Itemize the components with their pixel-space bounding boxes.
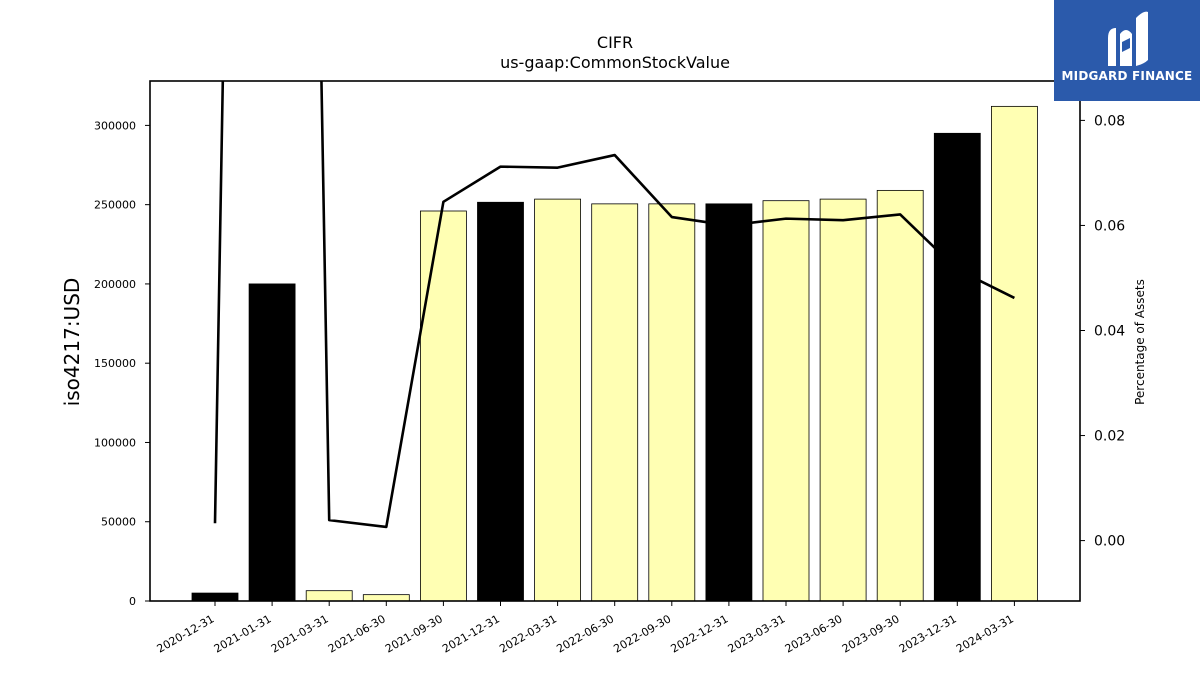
line-layer	[213, 81, 1015, 529]
bar-2020-12-31	[191, 592, 239, 602]
bar-2023-09-30	[876, 189, 924, 602]
y2-tick-label: 0.02	[1094, 429, 1125, 445]
y2-axis-label: Percentage of Assets	[1133, 279, 1147, 405]
x-tick-label: 2021-12-31	[440, 612, 502, 655]
brand-logo: MIDGARD FINANCE	[1054, 0, 1200, 101]
x-tick-label: 2022-09-30	[611, 612, 673, 655]
x-tick-label: 2021-09-30	[383, 612, 445, 655]
y2-tick-label: 0.04	[1094, 323, 1125, 339]
bar-2021-06-30	[362, 594, 410, 602]
y-tick-label: 0	[129, 595, 136, 608]
bar-2023-06-30	[819, 198, 867, 602]
bar-2022-03-31	[534, 198, 581, 602]
bar-2021-01-31	[248, 283, 296, 602]
y-tick-label: 200000	[94, 278, 136, 291]
x-tick-label: 2023-06-30	[783, 612, 845, 655]
chart-subtitle: us-gaap:CommonStockValue	[500, 53, 730, 72]
y-tick-label: 300000	[94, 119, 136, 132]
bar-2021-03-31	[305, 590, 353, 602]
logo-text: MIDGARD FINANCE	[1061, 69, 1193, 83]
chart-title: CIFR	[597, 33, 633, 52]
x-tick-label: 2022-06-30	[554, 612, 616, 655]
bar-2022-09-30	[648, 203, 696, 602]
pct-of-assets-line	[213, 81, 1015, 529]
bar-2021-12-31	[477, 201, 524, 602]
x-tick-label: 2021-01-31	[212, 612, 274, 655]
y2-tick-label: 0.06	[1094, 218, 1125, 234]
y-axis-label: iso4217:USD	[60, 278, 84, 407]
y-tick-label: 50000	[101, 516, 136, 529]
x-tick-label: 2021-06-30	[326, 612, 388, 655]
bar-2023-03-31	[762, 200, 810, 602]
bar-2023-12-31	[933, 132, 981, 602]
x-tick-label: 2023-12-31	[897, 612, 959, 655]
y2-tick-label: 0.08	[1094, 113, 1125, 129]
y-tick-label: 100000	[94, 436, 136, 449]
bar-2024-03-31	[991, 105, 1038, 602]
midgard-logo-icon	[1108, 11, 1148, 67]
x-tick-label: 2024-03-31	[954, 612, 1016, 655]
x-tick-label: 2022-03-31	[497, 612, 559, 655]
x-tick-label: 2023-03-31	[726, 612, 788, 655]
y-tick-label: 150000	[94, 357, 136, 370]
x-tick-label: 2023-09-30	[840, 612, 902, 655]
bar-2021-09-30	[419, 210, 467, 602]
x-tick-label: 2021-03-31	[269, 612, 331, 655]
bar-2022-12-31	[705, 203, 753, 602]
bars-layer	[191, 105, 1038, 602]
y-tick-label: 250000	[94, 199, 136, 212]
x-tick-label: 2022-12-31	[669, 612, 731, 655]
y2-tick-label: 0.00	[1094, 534, 1125, 550]
bar-2022-06-30	[591, 203, 639, 602]
x-tick-label: 2020-12-31	[155, 612, 217, 655]
